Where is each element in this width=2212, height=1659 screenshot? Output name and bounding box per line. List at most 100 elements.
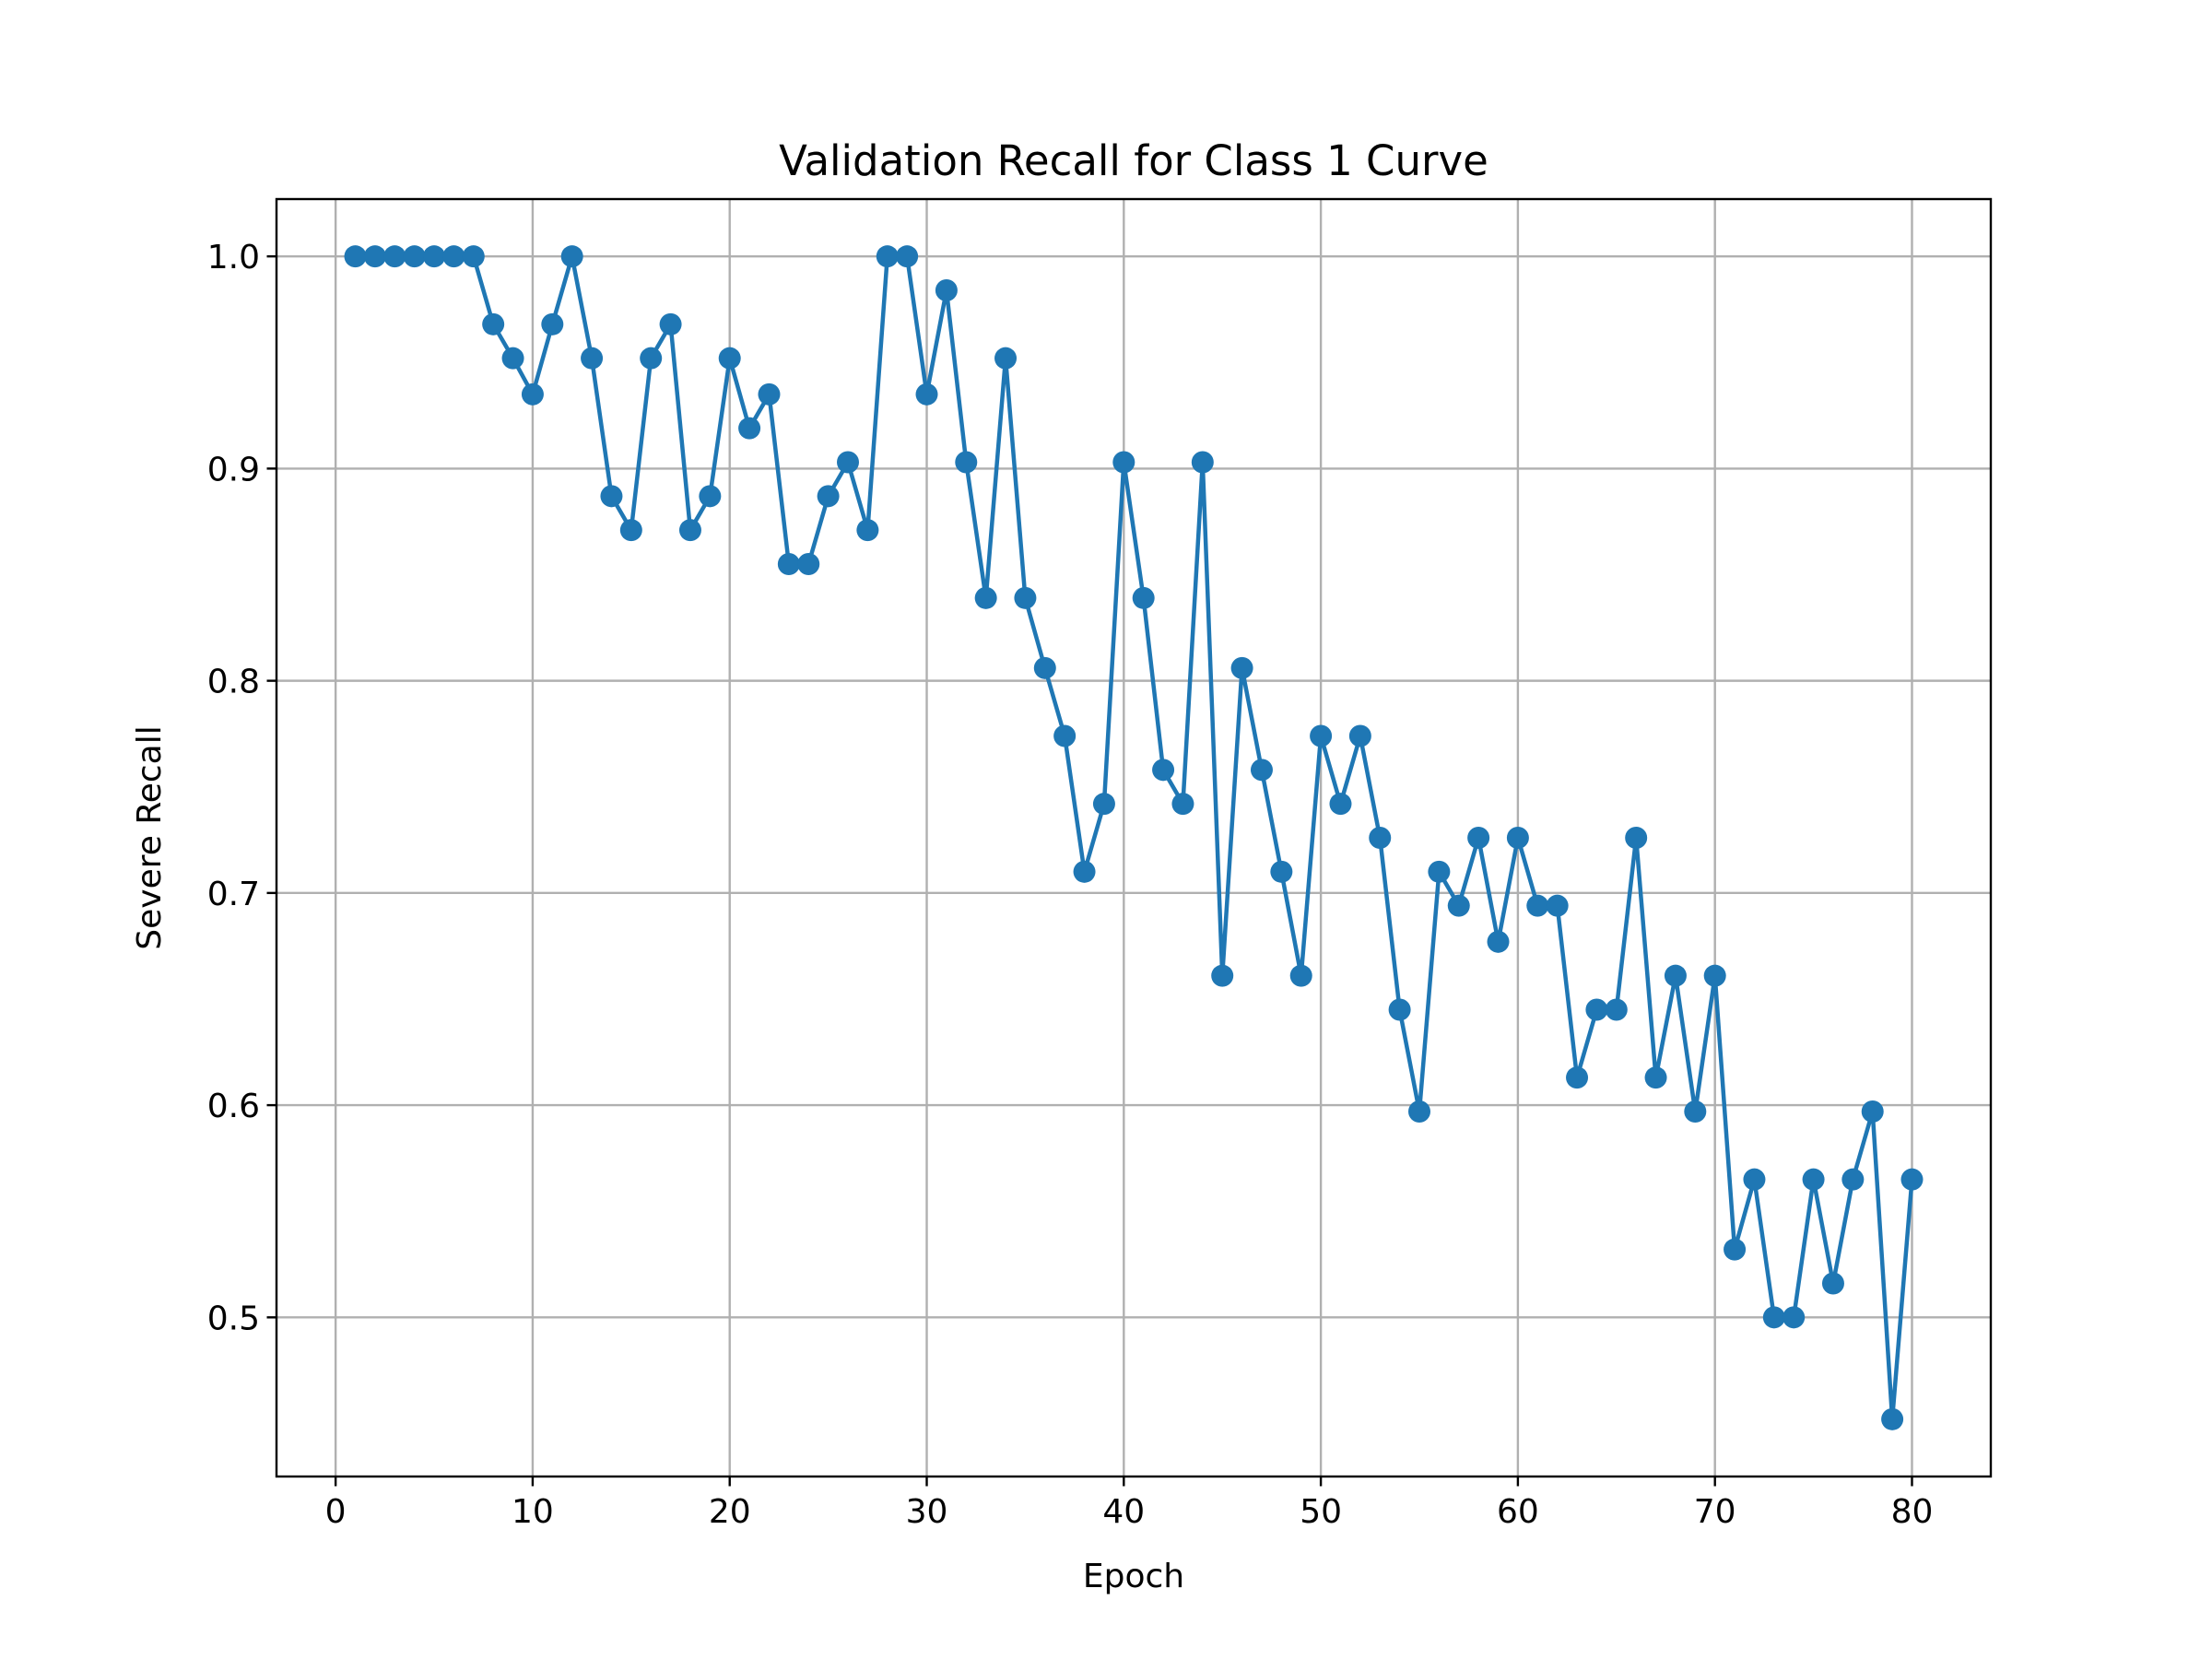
data-point: [1684, 1100, 1707, 1123]
data-point: [1585, 998, 1608, 1021]
data-point: [718, 347, 741, 370]
x-tick-label: 80: [1891, 1493, 1934, 1531]
data-point: [1250, 759, 1273, 782]
data-point: [1644, 1066, 1667, 1089]
data-point: [1467, 827, 1490, 849]
data-point: [1408, 1100, 1430, 1123]
x-tick-label: 70: [1694, 1493, 1736, 1531]
data-point: [560, 245, 583, 268]
data-point: [1546, 894, 1569, 917]
data-point: [876, 245, 899, 268]
data-point: [1881, 1407, 1904, 1430]
data-point: [521, 382, 544, 406]
data-point: [856, 519, 879, 542]
data-point: [1821, 1272, 1844, 1295]
y-axis-ticks: 0.5 0.6 0.7 0.8 0.9 1.0: [207, 239, 276, 1337]
data-point: [678, 519, 701, 542]
data-point: [1762, 1306, 1785, 1329]
data-point: [482, 312, 505, 335]
data-point: [1348, 724, 1371, 747]
x-tick-label: 20: [709, 1493, 751, 1531]
data-point: [1092, 793, 1115, 816]
data-point: [1841, 1168, 1865, 1191]
data-point: [1152, 759, 1175, 782]
data-point: [383, 245, 406, 268]
data-point: [1112, 451, 1135, 474]
data-point: [363, 245, 386, 268]
x-tick-label: 40: [1102, 1493, 1145, 1531]
x-tick-label: 0: [325, 1493, 347, 1531]
data-point: [797, 553, 820, 575]
data-point: [659, 312, 682, 335]
data-point: [974, 586, 997, 609]
y-tick-label: 0.6: [207, 1088, 260, 1125]
data-point: [423, 245, 446, 268]
y-tick-label: 0.9: [207, 451, 260, 488]
data-point: [1132, 586, 1155, 609]
data-point: [1861, 1100, 1884, 1123]
y-axis-label: Severe Recall: [131, 725, 169, 949]
chart-title: Validation Recall for Class 1 Curve: [779, 136, 1488, 185]
data-point: [955, 451, 978, 474]
data-point: [1625, 827, 1648, 849]
data-point: [699, 485, 722, 508]
data-point: [1014, 586, 1037, 609]
data-point: [1388, 998, 1411, 1021]
x-tick-label: 10: [512, 1493, 554, 1531]
y-tick-label: 0.5: [207, 1300, 260, 1337]
data-point: [738, 417, 761, 440]
data-point: [777, 553, 800, 575]
data-point: [1033, 656, 1056, 679]
data-point: [1369, 827, 1392, 849]
data-point: [994, 347, 1018, 370]
data-point: [1289, 964, 1312, 987]
data-point: [600, 485, 623, 508]
data-point: [619, 519, 642, 542]
data-point: [541, 312, 564, 335]
series-layer: [344, 245, 1924, 1430]
data-point: [1802, 1168, 1825, 1191]
data-point: [1073, 860, 1096, 883]
x-tick-label: 50: [1300, 1493, 1342, 1531]
data-point: [581, 347, 604, 370]
data-point: [758, 382, 781, 406]
data-point: [462, 245, 485, 268]
x-axis-ticks: 0 10 20 30 40 50 60 70 80: [325, 1477, 1934, 1531]
data-point: [1487, 930, 1510, 953]
data-point: [1566, 1066, 1589, 1089]
data-point: [1724, 1238, 1747, 1261]
data-point: [1703, 964, 1726, 987]
data-point: [640, 347, 663, 370]
y-tick-label: 0.8: [207, 664, 260, 701]
data-point: [1310, 724, 1333, 747]
data-point: [344, 245, 367, 268]
x-tick-label: 60: [1497, 1493, 1539, 1531]
data-point: [1270, 860, 1293, 883]
data-point: [1605, 998, 1628, 1021]
x-axis-label: Epoch: [1083, 1558, 1184, 1595]
data-point: [403, 245, 426, 268]
data-point: [837, 451, 859, 474]
data-point: [1171, 793, 1194, 816]
data-point: [896, 245, 919, 268]
data-point: [1211, 964, 1234, 987]
data-point: [1526, 894, 1549, 917]
x-tick-label: 30: [906, 1493, 948, 1531]
data-point: [442, 245, 465, 268]
data-point: [1230, 656, 1253, 679]
data-point: [1428, 860, 1451, 883]
data-point: [1447, 894, 1470, 917]
data-point: [1506, 827, 1529, 849]
plot-frame: [275, 197, 1993, 1478]
grid: [276, 199, 1991, 1477]
y-tick-label: 1.0: [207, 239, 260, 276]
data-point: [935, 279, 958, 301]
data-point: [1053, 724, 1077, 747]
data-point: [501, 347, 524, 370]
data-point: [915, 382, 938, 406]
data-point: [1191, 451, 1214, 474]
data-point: [1664, 964, 1687, 987]
y-tick-label: 0.7: [207, 876, 260, 913]
